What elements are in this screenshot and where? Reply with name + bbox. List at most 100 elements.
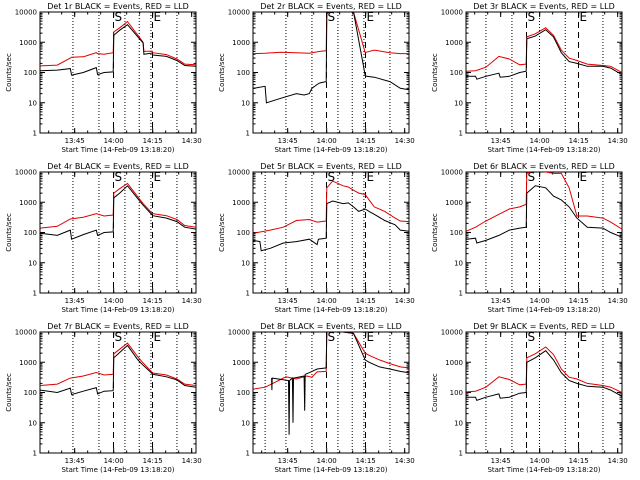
y-tick-label: 1000 — [232, 39, 250, 47]
panel-title: Det 9r BLACK = Events, RED = LLD — [473, 322, 615, 331]
y-tick-label: 1 — [33, 450, 37, 458]
x-tick-label: 14:30 — [608, 297, 628, 305]
y-tick-label: 10000 — [228, 329, 250, 337]
y-tick-label: 1 — [246, 290, 250, 298]
x-tick-label: 14:15 — [356, 457, 376, 465]
y-tick-label: 100 — [450, 69, 463, 77]
x-tick-label: 13:45 — [491, 297, 511, 305]
y-tick-label: 100 — [24, 229, 37, 237]
lld-series-line — [253, 180, 409, 234]
x-tick-label: 14:00 — [104, 297, 124, 305]
y-tick-label: 10 — [28, 259, 37, 267]
y-axis-label: Counts/sec — [5, 213, 13, 252]
x-tick-label: 14:15 — [143, 457, 163, 465]
y-tick-label: 10 — [454, 259, 463, 267]
y-tick-label: 10 — [241, 419, 250, 427]
y-tick-label: 10000 — [441, 169, 463, 177]
start-marker-label: S — [114, 10, 122, 24]
y-tick-label: 1 — [33, 130, 37, 138]
panel-det-2: Det 2r BLACK = Events, RED = LLD 1 10 100 10… — [218, 2, 415, 154]
x-axis-label: Start Time (14-Feb-09 13:18:20) — [274, 146, 387, 154]
y-tick-label: 1000 — [445, 39, 463, 47]
end-marker-label: E — [579, 10, 587, 24]
start-marker-label: S — [527, 10, 535, 24]
end-marker-label: E — [153, 330, 161, 344]
panel-det-7: Det 7r BLACK = Events, RED = LLD 1 10 100 10… — [5, 322, 202, 474]
events-series-line — [253, 12, 409, 104]
panel-det-4: Det 4r BLACK = Events, RED = LLD 1 10 100 10… — [5, 162, 202, 314]
y-tick-label: 10000 — [15, 9, 37, 17]
x-tick-label: 14:30 — [395, 457, 415, 465]
y-axis-label: Counts/sec — [431, 373, 439, 412]
y-tick-label: 10000 — [15, 169, 37, 177]
plot-frame — [252, 331, 410, 454]
y-tick-label: 1 — [246, 450, 250, 458]
lld-series-line — [253, 12, 409, 55]
y-axis-label: Counts/sec — [218, 53, 226, 92]
end-marker-label: E — [579, 170, 587, 184]
y-tick-label: 1 — [246, 130, 250, 138]
x-tick-label: 13:45 — [65, 457, 85, 465]
y-tick-label: 100 — [237, 389, 250, 397]
y-tick-label: 10000 — [15, 329, 37, 337]
x-axis-label: Start Time (14-Feb-09 13:18:20) — [274, 466, 387, 474]
y-tick-label: 100 — [450, 389, 463, 397]
y-tick-label: 1000 — [19, 359, 37, 367]
x-axis-label: Start Time (14-Feb-09 13:18:20) — [487, 466, 600, 474]
y-tick-label: 100 — [24, 69, 37, 77]
x-tick-label: 14:15 — [569, 297, 589, 305]
start-marker-label: S — [114, 330, 122, 344]
panel-title: Det 2r BLACK = Events, RED = LLD — [260, 2, 402, 11]
x-tick-label: 13:45 — [491, 137, 511, 145]
panel-det-3: Det 3r BLACK = Events, RED = LLD 1 10 100 10… — [431, 2, 628, 154]
events-series-line — [271, 332, 409, 435]
plot-frame — [465, 11, 623, 134]
x-tick-label: 14:30 — [395, 137, 415, 145]
x-tick-label: 14:00 — [530, 297, 550, 305]
x-axis-label: Start Time (14-Feb-09 13:18:20) — [61, 146, 174, 154]
panel-title: Det 3r BLACK = Events, RED = LLD — [473, 2, 615, 11]
x-tick-label: 14:00 — [530, 457, 550, 465]
y-tick-label: 10 — [241, 99, 250, 107]
x-tick-label: 14:30 — [182, 297, 202, 305]
y-tick-label: 10000 — [228, 169, 250, 177]
end-marker-label: E — [366, 170, 374, 184]
x-axis-label: Start Time (14-Feb-09 13:18:20) — [61, 306, 174, 314]
end-marker-label: E — [153, 10, 161, 24]
plot-frame — [465, 171, 623, 294]
start-marker-label: S — [327, 330, 335, 344]
y-tick-label: 1000 — [232, 359, 250, 367]
lld-series-line — [40, 182, 196, 229]
x-tick-label: 14:00 — [104, 137, 124, 145]
panel-title: Det 4r BLACK = Events, RED = LLD — [47, 162, 189, 171]
y-tick-label: 1000 — [19, 199, 37, 207]
x-tick-label: 14:30 — [182, 137, 202, 145]
start-marker-label: S — [527, 330, 535, 344]
end-marker-label: E — [366, 330, 374, 344]
x-tick-label: 13:45 — [65, 137, 85, 145]
y-tick-label: 10 — [28, 419, 37, 427]
x-tick-label: 14:30 — [608, 457, 628, 465]
y-tick-label: 100 — [450, 229, 463, 237]
panel-title: Det 5r BLACK = Events, RED = LLD — [260, 162, 402, 171]
y-tick-label: 1000 — [19, 39, 37, 47]
events-series-line — [40, 344, 196, 396]
lld-series-line — [466, 346, 622, 393]
start-marker-label: S — [327, 170, 335, 184]
y-tick-label: 1 — [459, 450, 463, 458]
x-tick-label: 14:30 — [182, 457, 202, 465]
x-tick-label: 14:15 — [356, 137, 376, 145]
x-tick-label: 14:30 — [608, 137, 628, 145]
y-tick-label: 1000 — [232, 199, 250, 207]
end-marker-label: E — [366, 10, 374, 24]
x-tick-label: 14:15 — [143, 137, 163, 145]
lld-series-line — [253, 332, 409, 390]
y-tick-label: 10 — [28, 99, 37, 107]
panel-title: Det 8r BLACK = Events, RED = LLD — [260, 322, 402, 331]
start-marker-label: S — [327, 10, 335, 24]
x-tick-label: 13:45 — [278, 137, 298, 145]
panel-det-5: Det 5r BLACK = Events, RED = LLD 1 10 100 10… — [218, 162, 415, 314]
lld-series-line — [466, 27, 622, 73]
y-tick-label: 100 — [237, 69, 250, 77]
